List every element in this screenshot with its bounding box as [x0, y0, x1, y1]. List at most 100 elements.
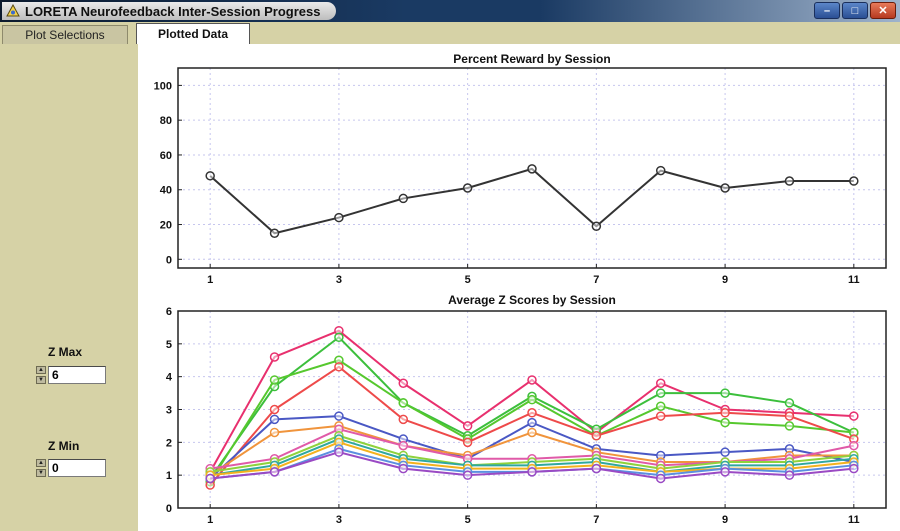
y-tick-label: 2 [166, 437, 172, 449]
data-point [398, 378, 409, 388]
x-tick-label: 9 [722, 514, 728, 526]
data-point [527, 408, 537, 418]
x-tick-label: 5 [465, 274, 471, 286]
data-point [720, 417, 730, 428]
data-point [527, 427, 537, 438]
title-bar: LORETA Neurofeedback Inter-Session Progr… [0, 0, 900, 22]
data-point [269, 404, 280, 415]
data-point [527, 164, 537, 174]
data-point [655, 411, 666, 421]
x-tick-label: 9 [722, 274, 728, 286]
data-point [591, 221, 602, 232]
x-tick-label: 1 [207, 274, 213, 286]
y-tick-label: 5 [166, 339, 172, 351]
x-tick-label: 3 [336, 274, 342, 286]
y-tick-label: 3 [166, 405, 172, 417]
y-tick-label: 1 [166, 470, 172, 482]
chart-title: Percent Reward by Session [453, 52, 610, 66]
data-point [269, 427, 280, 438]
data-point [334, 212, 344, 223]
data-point [849, 411, 859, 421]
spin-down-icon[interactable]: ▼ [36, 376, 46, 384]
plot-area: Percent Reward by Session 0 20 40 60 80 100 1 3 5… [138, 44, 900, 531]
plot-frame [177, 67, 887, 269]
window-controls: – □ ✕ [814, 2, 896, 19]
spin-down-icon[interactable]: ▼ [36, 469, 46, 477]
app-icon [6, 4, 20, 17]
data-point [720, 467, 730, 477]
close-icon[interactable]: ✕ [870, 2, 896, 19]
data-point [462, 183, 473, 193]
data-point [269, 375, 280, 385]
data-point [784, 421, 795, 431]
maximize-icon[interactable]: □ [842, 2, 868, 19]
data-point [462, 437, 473, 448]
data-point [527, 467, 537, 477]
x-tick-label: 11 [848, 514, 860, 526]
x-tick-label: 11 [848, 274, 860, 286]
zmin-input[interactable] [48, 459, 106, 477]
y-tick-label: 4 [166, 372, 173, 384]
y-tick-label: 6 [166, 306, 172, 318]
y-tick-label: 20 [160, 220, 172, 232]
data-point [784, 398, 795, 408]
data-point [398, 414, 409, 425]
data-point [527, 417, 537, 428]
y-tick-label: 0 [166, 254, 172, 266]
chart-title: Average Z Scores by Session [448, 293, 616, 307]
data-point [334, 447, 344, 457]
data-point [655, 401, 666, 411]
series-line [209, 167, 854, 235]
x-tick-label: 7 [593, 514, 599, 526]
left-panel: Z Max ▲ ▼ Z Min ▲ ▼ [0, 44, 138, 531]
data-point [591, 463, 602, 474]
data-point [849, 463, 859, 474]
data-point [720, 388, 730, 398]
x-tick-label: 5 [465, 514, 471, 526]
data-point [334, 332, 344, 343]
data-point [849, 176, 859, 186]
data-point [527, 375, 537, 385]
data-point [398, 398, 409, 408]
data-point [398, 440, 409, 451]
y-tick-label: 100 [154, 80, 172, 92]
data-point [205, 171, 215, 181]
data-point [527, 394, 537, 405]
data-point [720, 408, 730, 418]
data-point [784, 411, 795, 421]
x-tick-label: 7 [593, 274, 599, 286]
data-point [655, 388, 666, 398]
data-point [269, 352, 280, 362]
spin-up-icon[interactable]: ▲ [36, 459, 46, 467]
data-point [655, 378, 666, 388]
data-point [655, 165, 666, 176]
zmax-spinner[interactable]: ▲ ▼ [36, 366, 46, 384]
zmax-label: Z Max [48, 345, 83, 359]
title-pill: LORETA Neurofeedback Inter-Session Progr… [2, 2, 337, 20]
zmin-spinner[interactable]: ▲ ▼ [36, 459, 46, 477]
data-point [720, 183, 730, 193]
data-point [784, 176, 795, 186]
data-point [398, 463, 409, 474]
data-point [205, 473, 215, 484]
x-tick-label: 1 [207, 514, 213, 526]
y-tick-label: 80 [160, 115, 172, 127]
data-point [269, 467, 280, 477]
spin-up-icon[interactable]: ▲ [36, 366, 46, 374]
tab-bar: Plot Selections Plotted Data [0, 22, 900, 44]
minimize-icon[interactable]: – [814, 2, 840, 19]
tab-plotted-data[interactable]: Plotted Data [136, 23, 250, 44]
data-point [398, 193, 409, 204]
zmin-label: Z Min [48, 439, 80, 453]
tab-plot-selections[interactable]: Plot Selections [2, 25, 128, 44]
zmax-input[interactable] [48, 366, 106, 384]
y-tick-label: 0 [166, 503, 172, 515]
data-point [269, 414, 280, 425]
data-point [591, 431, 602, 441]
data-point [655, 473, 666, 484]
data-point [849, 440, 859, 451]
data-point [720, 447, 730, 457]
data-point [784, 470, 795, 480]
data-point [269, 228, 280, 238]
